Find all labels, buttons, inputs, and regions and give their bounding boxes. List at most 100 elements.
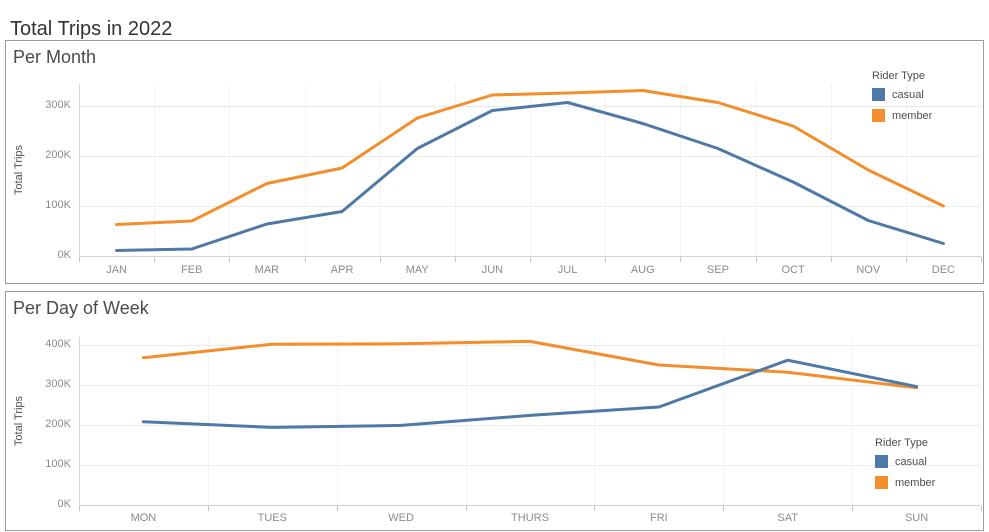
- per-day-of-week-chart: Per Day of Week Total Trips 0K 100K 200K 30…: [5, 291, 984, 531]
- legend-item-label: member: [892, 109, 933, 122]
- x-tick-mark: [981, 257, 982, 262]
- y-tick-label: 200K: [45, 149, 71, 161]
- x-tick-mark: [723, 506, 725, 511]
- chart-title-per-month: Per Month: [13, 47, 97, 67]
- legend-item-label: casual: [895, 455, 927, 468]
- legend-item-label: member: [895, 476, 936, 489]
- chart-title-per-day-of-week: Per Day of Week: [13, 298, 149, 318]
- x-tick-label: NOV: [856, 264, 881, 276]
- y-tick-label: 300K: [45, 99, 71, 111]
- x-tick-mark: [605, 257, 607, 262]
- x-tick-mark: [594, 506, 596, 511]
- gridline: [379, 84, 381, 256]
- x-tick-mark: [530, 257, 531, 262]
- gridline: [154, 84, 156, 256]
- series-line-member[interactable]: [115, 89, 945, 226]
- gridline: [830, 84, 832, 256]
- x-tick-label: WED: [388, 512, 414, 524]
- y-axis-line: [79, 337, 80, 505]
- x-tick-mark: [229, 257, 231, 262]
- x-tick-mark: [79, 257, 80, 262]
- gridline: [723, 337, 725, 505]
- y-tick-label: 0K: [57, 498, 71, 510]
- casual-color-swatch-icon: [875, 455, 888, 468]
- y-axis-line: [79, 84, 80, 256]
- x-tick-mark: [79, 506, 80, 511]
- x-tick-label: SAT: [777, 512, 798, 524]
- x-axis-line: [79, 256, 981, 257]
- x-tick-label: MAY: [405, 264, 429, 276]
- gridline: [79, 465, 981, 466]
- y-tick-label: 100K: [45, 199, 71, 211]
- series-line-casual[interactable]: [115, 101, 945, 252]
- x-tick-mark: [379, 257, 381, 262]
- gridline: [79, 156, 981, 157]
- y-tick-label: 100K: [45, 458, 71, 470]
- member-color-swatch-icon: [872, 109, 885, 122]
- x-tick-label: JUN: [481, 264, 504, 276]
- x-tick-mark: [465, 506, 467, 511]
- x-tick-label: TUES: [257, 512, 287, 524]
- x-tick-mark: [680, 257, 682, 262]
- gridline: [229, 84, 231, 256]
- dashboard-title: Total Trips in 2022: [10, 18, 173, 41]
- x-tick-label: JAN: [106, 264, 127, 276]
- member-color-swatch-icon: [875, 476, 888, 489]
- x-tick-label: SUN: [904, 512, 929, 524]
- gridline: [79, 425, 981, 426]
- gridline: [79, 206, 981, 207]
- x-tick-mark: [304, 257, 306, 262]
- x-axis-line: [79, 505, 981, 506]
- line-chart-canvas: [141, 339, 919, 429]
- x-tick-mark: [830, 257, 832, 262]
- gridline: [905, 84, 907, 256]
- legend-item-member[interactable]: member: [875, 476, 935, 489]
- gridline: [605, 84, 607, 256]
- x-tick-label: FRI: [649, 512, 668, 524]
- legend-item-member[interactable]: member: [872, 109, 932, 122]
- gridline: [530, 84, 531, 256]
- x-tick-mark: [454, 257, 456, 262]
- x-tick-label: JUL: [557, 264, 578, 276]
- y-tick-label: 400K: [45, 338, 71, 350]
- gridline: [336, 337, 338, 505]
- gridline: [304, 84, 306, 256]
- gridline: [680, 84, 682, 256]
- line-chart-canvas: [115, 89, 945, 252]
- legend-item-casual[interactable]: casual: [872, 88, 932, 101]
- legend-item-label: casual: [892, 88, 924, 101]
- series-line-casual[interactable]: [141, 358, 919, 429]
- rider-type-legend: Rider Type casual member: [872, 70, 932, 130]
- x-tick-label: APR: [330, 264, 354, 276]
- x-tick-label: AUG: [630, 264, 655, 276]
- gridline: [594, 337, 596, 505]
- x-tick-mark: [755, 257, 757, 262]
- gridline: [79, 385, 981, 386]
- gridline: [79, 345, 981, 346]
- x-tick-mark: [336, 506, 338, 511]
- casual-color-swatch-icon: [872, 88, 885, 101]
- gridline: [454, 84, 456, 256]
- y-tick-label: 0K: [57, 249, 71, 261]
- legend-title: Rider Type: [875, 437, 928, 449]
- x-tick-label: DEC: [931, 264, 956, 276]
- x-tick-mark: [852, 506, 854, 511]
- per-month-chart: Per Month Total Trips 0K 100K 200K 300K JAN F…: [5, 40, 984, 284]
- x-tick-mark: [905, 257, 907, 262]
- x-tick-mark: [207, 506, 209, 511]
- x-tick-label: MAR: [254, 264, 280, 276]
- legend-title: Rider Type: [872, 70, 925, 82]
- x-tick-label: OCT: [781, 264, 805, 276]
- rider-type-legend: Rider Type casual member: [875, 437, 935, 497]
- legend-item-casual[interactable]: casual: [875, 455, 935, 468]
- x-tick-label: MON: [130, 512, 157, 524]
- gridline: [207, 337, 209, 505]
- gridline: [755, 84, 757, 256]
- series-line-member[interactable]: [141, 339, 919, 390]
- x-tick-label: THURS: [511, 512, 549, 524]
- x-tick-label: FEB: [181, 264, 203, 276]
- y-tick-label: 300K: [45, 378, 71, 390]
- x-tick-mark: [981, 506, 982, 511]
- x-tick-label: SEP: [706, 264, 729, 276]
